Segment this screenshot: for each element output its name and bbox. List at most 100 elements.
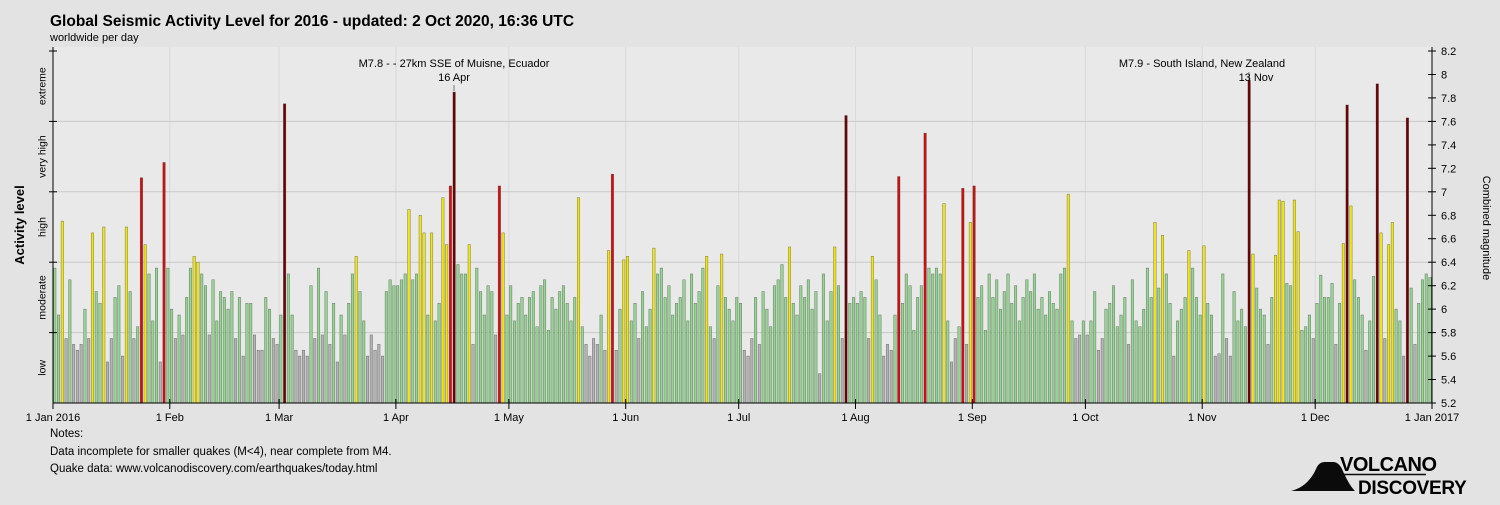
daily-activity-bar: [629, 320, 633, 404]
daily-activity-bar: [332, 303, 336, 404]
daily-activity-bar: [765, 308, 769, 404]
daily-activity-bar: [102, 226, 106, 404]
daily-activity-bar: [452, 91, 456, 404]
annotation-ecuador-text: M7.8 - - 27km SSE of Muisne, Ecuador: [359, 58, 550, 70]
daily-activity-bar: [57, 314, 61, 404]
daily-activity-bar: [418, 215, 422, 404]
daily-activity-bar: [109, 338, 113, 404]
daily-activity-bar: [757, 344, 761, 404]
daily-activity-bar: [659, 267, 663, 404]
activity-band-label: very high: [37, 135, 49, 178]
daily-activity-bar: [1428, 277, 1432, 404]
daily-activity-bar: [283, 103, 287, 404]
daily-activity-bar: [1387, 244, 1391, 404]
daily-activity-bar: [1108, 303, 1112, 404]
daily-activity-bar: [132, 338, 136, 404]
daily-activity-bar: [377, 344, 381, 404]
daily-activity-bar: [173, 338, 177, 404]
daily-activity-bar: [633, 303, 637, 404]
daily-activity-bar: [1368, 320, 1372, 404]
daily-activity-bar: [1210, 314, 1213, 404]
daily-activity-bar: [1002, 291, 1006, 404]
daily-activity-bar: [1424, 273, 1428, 404]
daily-activity-bar: [995, 279, 999, 404]
chart-subtitle: worldwide per day: [49, 32, 139, 44]
daily-activity-bar: [1296, 231, 1300, 404]
daily-activity-bar: [569, 320, 573, 404]
daily-activity-bar: [1096, 349, 1100, 404]
daily-activity-bar: [916, 297, 920, 404]
daily-activity-bar: [366, 355, 369, 404]
daily-activity-bar: [1191, 267, 1195, 404]
daily-activity-bar: [1232, 291, 1236, 404]
right-axis-tick-label: 7: [1441, 187, 1447, 199]
daily-activity-bar: [392, 285, 396, 404]
daily-activity-bar: [1187, 250, 1191, 404]
right-axis-tick-label: 8: [1441, 70, 1447, 82]
daily-activity-bar: [1274, 254, 1278, 404]
daily-activity-bar: [904, 273, 908, 404]
daily-activity-bar: [479, 291, 483, 404]
daily-activity-bar: [1070, 320, 1074, 404]
daily-activity-bar: [1300, 330, 1304, 404]
daily-activity-bar: [441, 197, 445, 404]
daily-activity-bar: [565, 303, 569, 404]
daily-activity-bar: [814, 291, 818, 404]
daily-activity-bar: [697, 291, 701, 404]
daily-activity-bar: [776, 279, 780, 404]
daily-activity-bar: [1236, 320, 1240, 404]
daily-activity-bar: [1014, 285, 1018, 404]
daily-activity-bar: [1078, 334, 1082, 404]
daily-activity-bar: [188, 267, 192, 404]
daily-activity-bar: [1081, 320, 1085, 404]
daily-activity-bar: [678, 297, 682, 404]
daily-activity-bar: [863, 297, 867, 404]
x-axis-label: 1 Mar: [265, 412, 293, 424]
daily-activity-bar: [362, 320, 366, 404]
daily-activity-bar: [957, 326, 961, 404]
daily-activity-bar: [305, 355, 309, 404]
daily-activity-bar: [652, 247, 656, 404]
daily-activity-bar: [1055, 308, 1059, 404]
daily-activity-bar: [433, 320, 437, 404]
logo-word-discovery: DISCOVERY: [1358, 478, 1467, 499]
daily-activity-bar: [264, 297, 268, 404]
daily-activity-bar: [821, 273, 825, 404]
daily-activity-bar: [573, 297, 577, 404]
daily-activity-bar: [1032, 273, 1036, 404]
daily-activity-bar: [1168, 303, 1172, 404]
daily-activity-bar: [286, 273, 290, 404]
daily-activity-bar: [1364, 349, 1368, 404]
daily-activity-bar: [170, 308, 174, 404]
daily-activity-bar: [1145, 267, 1149, 404]
daily-activity-bar: [595, 344, 599, 404]
daily-activity-bar: [923, 132, 927, 404]
daily-activity-bar: [761, 291, 765, 404]
daily-activity-bar: [1240, 308, 1244, 404]
daily-activity-bar: [618, 308, 622, 404]
daily-activity-bar: [1292, 199, 1296, 404]
right-axis-tick-label: 7.6: [1441, 116, 1456, 128]
daily-activity-bar: [531, 291, 535, 404]
daily-activity-bar: [200, 273, 204, 404]
gridlines: [53, 47, 1432, 403]
daily-activity-bar: [388, 279, 392, 404]
right-axis-tick-label: 6.4: [1441, 257, 1456, 269]
daily-activity-bar: [1021, 297, 1025, 404]
daily-activity-bar: [399, 279, 403, 404]
daily-activity-bar: [403, 273, 407, 404]
daily-activity-bar: [825, 320, 829, 404]
daily-activity-bar: [237, 297, 241, 404]
daily-activity-bar: [384, 291, 388, 404]
daily-activity-bar: [588, 355, 592, 404]
daily-activity-bar: [298, 355, 302, 404]
daily-activity-bar: [1213, 355, 1217, 404]
daily-activity-bar: [1304, 326, 1308, 404]
daily-activity-bar: [1074, 338, 1078, 404]
daily-activity-bar: [211, 279, 215, 404]
daily-activity-bar: [354, 256, 358, 404]
daily-activity-bar: [524, 314, 528, 404]
daily-activity-bar: [509, 285, 513, 404]
annotation-ecuador-date: 16 Apr: [438, 72, 470, 84]
daily-activity-bar: [603, 349, 607, 404]
